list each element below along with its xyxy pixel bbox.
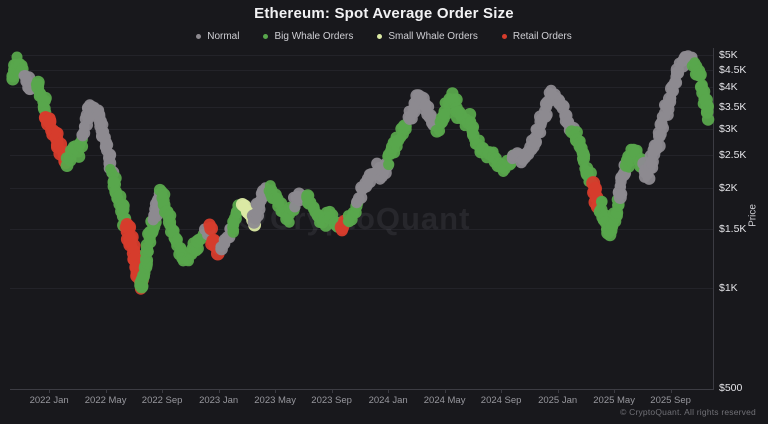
- y-tick-label: $2K: [719, 181, 738, 194]
- x-tick-label: 2025 May: [593, 395, 635, 406]
- x-tick-label: 2025 Jan: [538, 395, 578, 406]
- x-tick-label: 2022 May: [84, 395, 127, 406]
- legend-dot-icon: [263, 33, 269, 39]
- copyright-text: © CryptoQuant. All rights reserved: [620, 407, 756, 417]
- x-tick-label: 2025 Sep: [650, 395, 691, 406]
- x-tick-label: 2022 Sep: [141, 395, 183, 406]
- x-tick-label: 2023 Jan: [199, 395, 239, 406]
- legend-item-n[interactable]: Normal: [196, 31, 239, 42]
- x-tick-label: 2024 Jan: [368, 395, 408, 406]
- legend-item-label: Small Whale Orders: [388, 30, 478, 42]
- legend-dot-icon: [196, 33, 202, 39]
- x-tick-label: 2023 May: [254, 395, 296, 406]
- y-tick-label: $500: [719, 382, 743, 394]
- legend-item-sw[interactable]: Small Whale Orders: [377, 30, 478, 42]
- legend-item-label: Big Whale Orders: [274, 30, 354, 42]
- y-tick-label: $3.5K: [719, 100, 747, 113]
- legend-item-bw[interactable]: Big Whale Orders: [263, 31, 353, 42]
- data-points-layer: [6, 50, 715, 295]
- legend-item-r[interactable]: Retail Orders: [501, 30, 572, 42]
- y-tick-label: $4.5K: [719, 64, 747, 77]
- legend-item-label: Normal: [207, 30, 240, 42]
- x-tick-label: 2024 May: [423, 395, 466, 406]
- legend-dot-icon: [377, 33, 383, 39]
- y-axis-title: Price: [747, 204, 759, 227]
- watermark-text: CryptoQuant: [270, 201, 470, 236]
- y-tick-label: $5K: [719, 49, 738, 61]
- x-tick-label: 2022 Jan: [29, 395, 69, 406]
- y-tick-label: $2.5K: [719, 149, 747, 162]
- y-tick-label: $3K: [719, 122, 738, 135]
- legend-dot-icon: [501, 33, 507, 39]
- x-tick-label: 2023 Sep: [311, 395, 352, 406]
- y-tick-label: $4K: [719, 81, 738, 94]
- y-tick-label: $1K: [719, 281, 738, 294]
- y-tick-label: $1.5K: [719, 223, 747, 236]
- legend: Normal Big Whale Orders Small Whale Orders…: [0, 28, 768, 44]
- legend-item-label: Retail Orders: [512, 30, 572, 42]
- chart-title: Ethereum: Spot Average Order Size: [254, 5, 514, 22]
- x-tick-label: 2024 Sep: [480, 395, 522, 406]
- gridlines: [10, 55, 713, 289]
